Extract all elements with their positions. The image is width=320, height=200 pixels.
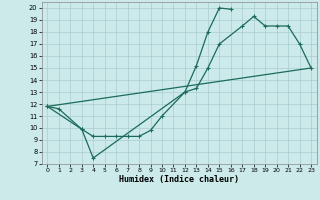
X-axis label: Humidex (Indice chaleur): Humidex (Indice chaleur) [119, 175, 239, 184]
